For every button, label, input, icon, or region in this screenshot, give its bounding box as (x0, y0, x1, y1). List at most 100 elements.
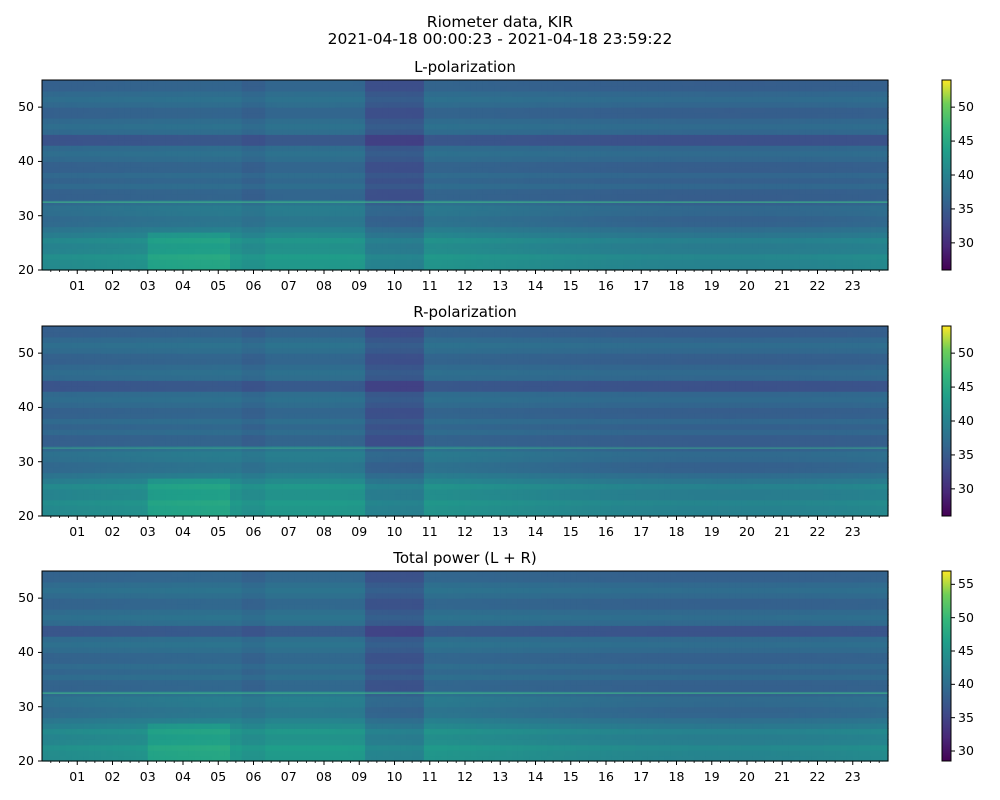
heatmap-cell (600, 128, 607, 135)
heatmap-cell (782, 253, 789, 260)
heatmap-cell (729, 183, 736, 190)
heatmap-cell (594, 150, 601, 157)
heatmap-cell (441, 166, 448, 173)
heatmap-cell (852, 248, 860, 255)
heatmap-cell (582, 96, 589, 103)
heatmap-cell (582, 112, 589, 119)
heatmap-cell (47, 85, 55, 92)
heatmap-cell (200, 118, 208, 125)
heatmap-cell (500, 96, 507, 103)
heatmap-cell (512, 107, 519, 114)
heatmap-cell (400, 85, 407, 92)
heatmap-cell (418, 242, 425, 249)
heatmap-cell (353, 134, 360, 141)
heatmap-cell (318, 215, 325, 222)
heatmap-cell (658, 90, 666, 97)
heatmap-cell (564, 232, 572, 239)
heatmap-cell (241, 134, 249, 141)
heatmap-cell (617, 183, 625, 190)
heatmap-cell (171, 194, 178, 201)
heatmap-cell (212, 161, 219, 168)
heatmap-cell (788, 161, 795, 168)
heatmap-cell (611, 226, 619, 233)
heatmap-cell (177, 177, 184, 184)
heatmap-cell (235, 248, 243, 255)
heatmap-cell (606, 123, 613, 130)
heatmap-cell (365, 226, 372, 233)
heatmap-cell (829, 112, 836, 119)
heatmap-cell (805, 215, 813, 222)
heatmap-cell (136, 221, 143, 228)
heatmap-cell (470, 204, 478, 211)
heatmap-cell (782, 112, 789, 119)
heatmap-cell (277, 107, 284, 114)
heatmap-cell (194, 118, 202, 125)
heatmap-cell (418, 183, 425, 190)
heatmap-cell (194, 107, 202, 114)
heatmap-cell (841, 166, 848, 173)
heatmap-cell (705, 107, 713, 114)
heatmap-cell (224, 194, 231, 201)
heatmap-cell (365, 118, 372, 125)
heatmap-cell (271, 156, 278, 163)
heatmap-cell (376, 194, 384, 201)
heatmap-cell (700, 134, 707, 141)
heatmap-cell (341, 150, 349, 157)
heatmap-cell (230, 172, 237, 179)
heatmap-cell (870, 118, 877, 125)
heatmap-cell (735, 90, 742, 97)
heatmap-cell (770, 232, 777, 239)
heatmap-cell (435, 259, 443, 266)
heatmap-cell (65, 172, 72, 179)
heatmap-cell (600, 237, 607, 244)
heatmap-cell (183, 166, 190, 173)
heatmap-cell (453, 166, 460, 173)
heatmap-cell (300, 264, 307, 271)
heatmap-cell (705, 237, 713, 244)
heatmap-cell (300, 145, 307, 152)
heatmap-cell (71, 118, 78, 125)
heatmap-cell (664, 90, 672, 97)
heatmap-cell (494, 221, 501, 228)
heatmap-cell (864, 237, 871, 244)
heatmap-cell (53, 259, 61, 266)
heatmap-cell (124, 118, 131, 125)
heatmap-cell (453, 139, 460, 146)
heatmap-cell (423, 150, 431, 157)
heatmap-cell (359, 161, 366, 168)
heatmap-cell (194, 128, 202, 135)
heatmap-cell (235, 194, 243, 201)
heatmap-cell (506, 85, 513, 92)
heatmap-cell (288, 161, 296, 168)
heatmap-cell (177, 85, 184, 92)
heatmap-cell (353, 253, 360, 260)
heatmap-cell (288, 85, 296, 92)
heatmap-cell (594, 145, 601, 152)
heatmap-cell (341, 215, 349, 222)
heatmap-cell (658, 112, 666, 119)
heatmap-cell (94, 112, 102, 119)
heatmap-cell (864, 204, 871, 211)
heatmap-cell (459, 123, 466, 130)
heatmap-cell (823, 85, 830, 92)
heatmap-cell (653, 90, 660, 97)
heatmap-cell (653, 166, 660, 173)
heatmap-cell (371, 85, 378, 92)
heatmap-cell (194, 237, 202, 244)
heatmap-cell (335, 177, 343, 184)
heatmap-cell (829, 85, 836, 92)
heatmap-cell (218, 134, 225, 141)
heatmap-cell (106, 166, 114, 173)
heatmap-cell (429, 264, 437, 271)
heatmap-cell (700, 145, 707, 152)
heatmap-cell (541, 128, 548, 135)
heatmap-cell (611, 242, 619, 249)
heatmap-cell (288, 150, 296, 157)
heatmap-cell (670, 161, 678, 168)
heatmap-cell (600, 210, 607, 217)
heatmap-cell (700, 194, 707, 201)
heatmap-cell (823, 118, 830, 125)
heatmap-cell (700, 259, 707, 266)
heatmap-cell (500, 232, 507, 239)
heatmap-cell (606, 96, 613, 103)
